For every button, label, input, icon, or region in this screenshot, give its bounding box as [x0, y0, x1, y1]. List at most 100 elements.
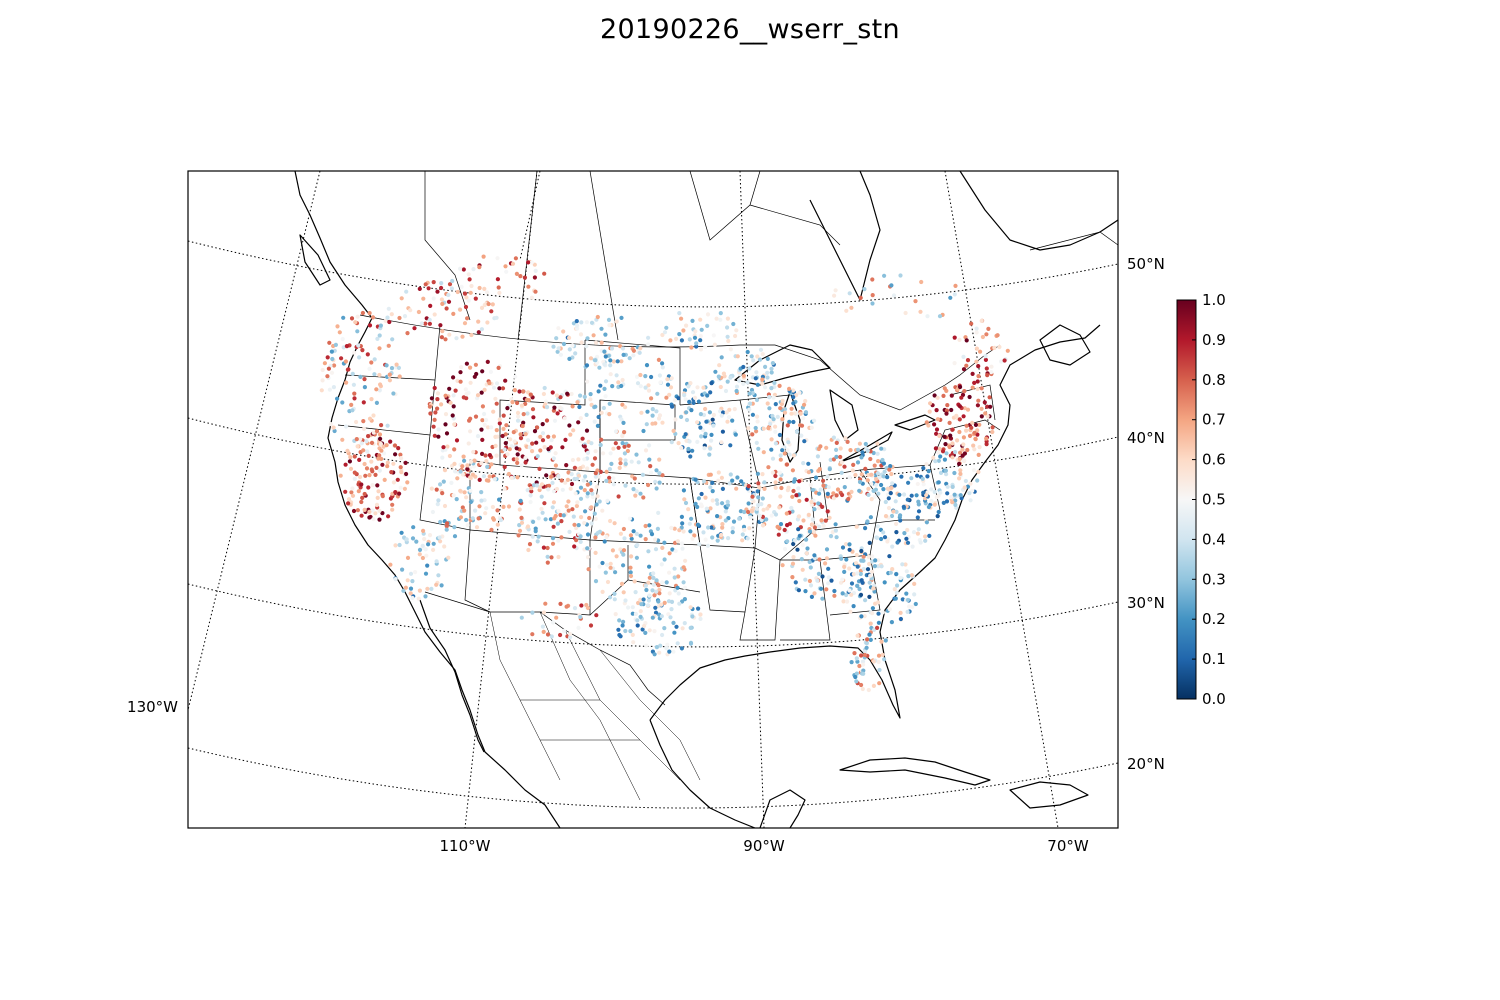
station-point — [903, 562, 908, 567]
station-point — [776, 532, 781, 537]
station-point — [687, 337, 692, 342]
station-point — [398, 465, 403, 470]
us-canada-border — [359, 314, 1001, 411]
station-point — [341, 315, 346, 320]
station-point — [405, 331, 410, 336]
station-point — [823, 561, 828, 566]
station-point — [944, 472, 949, 477]
station-point — [344, 344, 349, 349]
station-point — [479, 461, 484, 466]
colorbar-tick-label: 0.3 — [1202, 570, 1226, 588]
station-point — [320, 378, 325, 383]
station-point — [879, 639, 884, 644]
station-point — [602, 386, 607, 391]
station-point — [839, 460, 845, 465]
station-point — [623, 628, 628, 634]
station-point — [650, 407, 655, 412]
station-point — [587, 515, 592, 521]
station-point — [665, 382, 671, 387]
station-point — [622, 536, 627, 541]
station-point — [633, 590, 638, 595]
station-point — [446, 555, 451, 560]
station-point — [475, 393, 481, 398]
station-point — [556, 538, 561, 543]
station-point — [359, 499, 364, 505]
station-point — [619, 359, 624, 364]
station-point — [623, 405, 628, 410]
station-point — [494, 315, 499, 320]
station-point — [383, 318, 388, 323]
station-point — [872, 463, 877, 468]
station-point — [853, 472, 858, 478]
station-point — [362, 461, 367, 467]
station-point — [683, 558, 688, 563]
station-point — [932, 502, 937, 507]
station-point — [377, 372, 382, 378]
station-point — [775, 414, 780, 419]
station-point — [882, 657, 887, 662]
station-point — [707, 410, 713, 415]
station-point — [898, 513, 903, 518]
station-point — [436, 434, 441, 439]
station-point — [484, 478, 489, 483]
station-point — [937, 446, 942, 451]
station-point — [546, 434, 551, 439]
station-point — [810, 487, 816, 493]
station-point — [435, 502, 440, 507]
station-point — [659, 602, 664, 607]
station-point — [517, 528, 523, 533]
station-point — [608, 372, 613, 377]
station-point — [532, 262, 537, 267]
station-point — [491, 409, 496, 414]
station-point — [720, 501, 725, 506]
station-point — [479, 390, 484, 395]
station-point — [662, 540, 667, 545]
station-point — [710, 417, 715, 422]
station-point — [362, 385, 367, 390]
station-point — [826, 566, 831, 571]
station-point — [709, 432, 714, 437]
station-point — [465, 316, 470, 321]
station-point — [679, 316, 684, 321]
station-point — [452, 447, 457, 452]
station-point — [965, 358, 971, 363]
station-point — [385, 460, 390, 465]
station-point — [834, 493, 839, 498]
station-point — [827, 515, 832, 520]
station-point — [671, 649, 676, 654]
station-point — [975, 428, 980, 433]
station-point — [443, 422, 448, 427]
station-point — [728, 443, 733, 448]
station-point — [664, 580, 669, 585]
station-point — [416, 596, 421, 601]
station-point — [667, 649, 672, 654]
station-point — [530, 534, 535, 539]
station-point — [859, 682, 864, 688]
station-point — [566, 470, 571, 475]
station-point — [688, 625, 693, 631]
station-point — [519, 403, 525, 408]
station-point — [779, 401, 785, 407]
lat-label-50n: 50°N — [1127, 255, 1165, 273]
station-point — [866, 554, 871, 560]
station-point — [598, 469, 603, 474]
station-point — [380, 494, 385, 499]
station-point — [551, 524, 556, 529]
station-point — [572, 465, 578, 470]
station-point — [737, 516, 742, 521]
lat-label-20n: 20°N — [1127, 755, 1165, 773]
station-point — [942, 386, 947, 391]
station-point — [578, 485, 584, 490]
station-point — [876, 659, 881, 665]
station-point — [658, 380, 663, 385]
station-point — [359, 441, 364, 446]
station-point — [593, 579, 599, 584]
station-point — [806, 461, 811, 466]
station-point — [611, 482, 616, 487]
station-point — [653, 605, 658, 610]
station-point — [533, 289, 538, 294]
station-point — [644, 643, 649, 648]
station-point — [579, 603, 584, 608]
station-point — [806, 470, 812, 475]
station-point — [958, 384, 963, 390]
